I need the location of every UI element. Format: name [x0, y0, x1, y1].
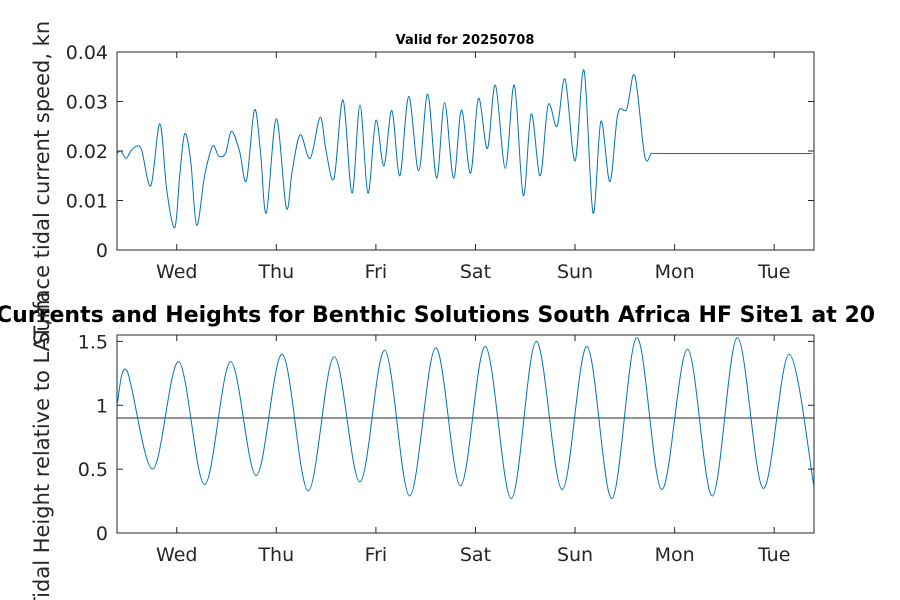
x-tick-label: Mon [655, 261, 695, 283]
y-tick-label: 0.02 [66, 141, 108, 163]
x-tick-label: Wed [156, 544, 197, 566]
x-tick-label: Sat [460, 261, 491, 283]
y-tick-label: 0 [96, 240, 108, 262]
x-tick-label: Tue [757, 544, 790, 566]
y-tick-label: 1.5 [78, 331, 108, 353]
y-tick-label: 0.03 [66, 92, 108, 114]
current-speed-x-ticks: Wed Thu Fri Sat Sun Mon Tue [156, 52, 790, 283]
y-tick-label: 1 [96, 395, 108, 417]
tidal-height-y-label: Tidal Height relative to LAT, m [30, 292, 54, 600]
tidal-height-x-ticks: Wed Thu Fri Sat Sun Mon Tue [156, 335, 790, 566]
tidal-height-line [116, 337, 815, 500]
x-tick-label: Mon [655, 544, 695, 566]
current-speed-axes: 00.010.020.030.04 Wed Thu Fri Sat Sun Mon Tue … [66, 33, 815, 283]
current-speed-y-ticks: 0 0.01 0.02 0.03 0.04 [66, 42, 814, 262]
current-speed-title: Valid for 20250708 [396, 33, 535, 48]
x-tick-label: Sat [460, 544, 491, 566]
tidal-height-axes: 0 0.5 1 1.5 Wed Thu Fri Sat Sun Mon Tue [78, 331, 815, 566]
current-speed-plot-box [116, 51, 815, 251]
y-tick-label: 0 [96, 523, 108, 545]
x-tick-label: Tue [757, 261, 790, 283]
x-tick-label: Thu [257, 544, 294, 566]
x-tick-label: Sun [557, 544, 593, 566]
x-tick-label: Fri [365, 544, 388, 566]
x-tick-label: Sun [557, 261, 593, 283]
x-tick-label: Thu [257, 261, 294, 283]
tidal-height-plot-box [116, 334, 815, 534]
tidal-height-y-ticks: 0 0.5 1 1.5 [78, 331, 814, 545]
figure-main-title: Currents and Heights for Benthic Solutio… [0, 303, 875, 328]
y-tick-label: 0.5 [78, 459, 108, 481]
y-tick-label: 0.01 [66, 191, 108, 213]
y-tick-label: 0.04 [66, 42, 108, 64]
current-speed-y-label: Surface tidal current speed, kn [30, 21, 54, 345]
current-speed-line [116, 69, 812, 229]
x-tick-label: Wed [156, 261, 197, 283]
x-tick-label: Fri [365, 261, 388, 283]
